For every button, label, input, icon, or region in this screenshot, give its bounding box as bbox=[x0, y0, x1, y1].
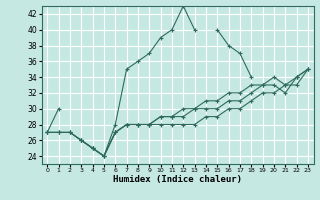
X-axis label: Humidex (Indice chaleur): Humidex (Indice chaleur) bbox=[113, 175, 242, 184]
